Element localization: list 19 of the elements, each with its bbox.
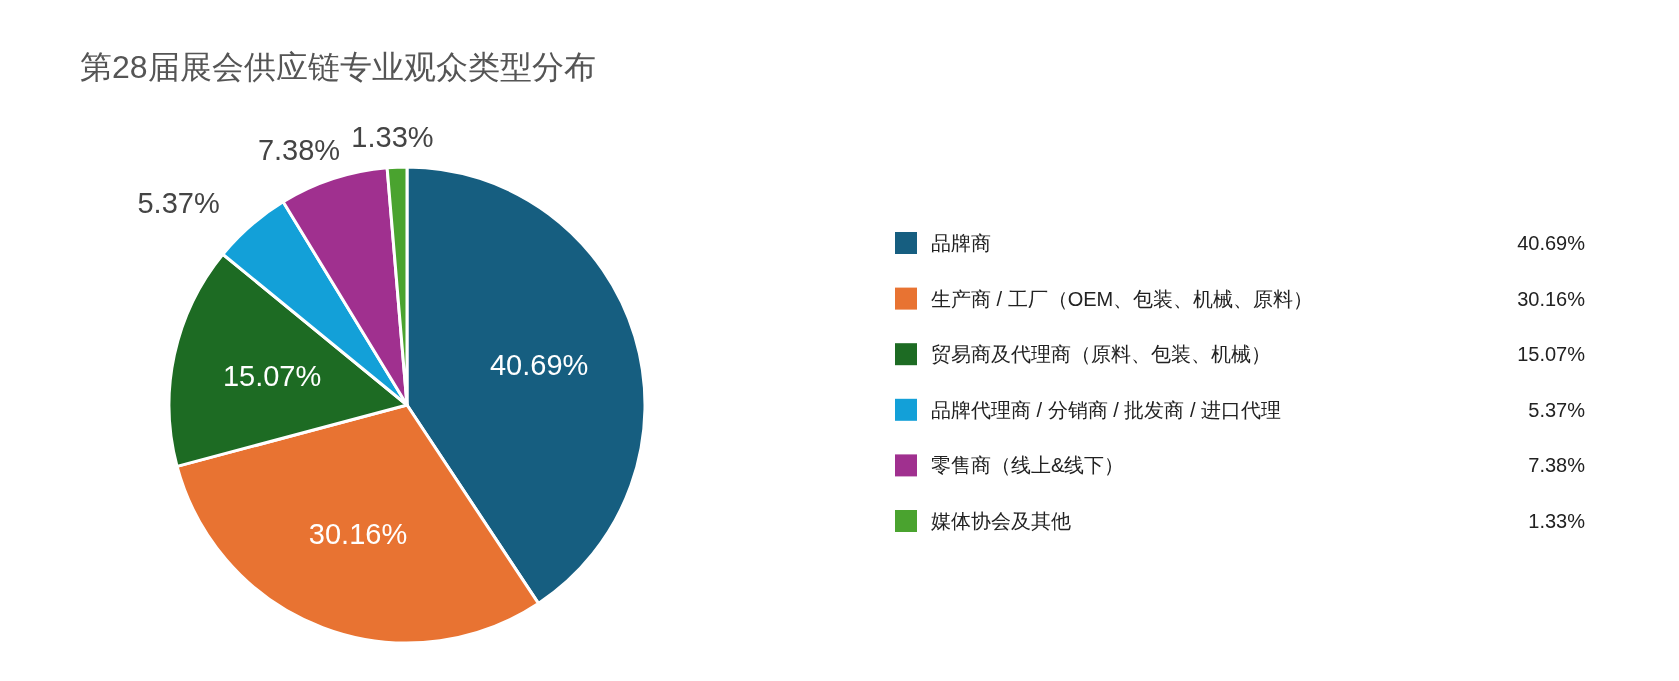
legend-label: 贸易商及代理商（原料、包装、机械） bbox=[931, 343, 1271, 366]
legend-label: 零售商（线上&线下） bbox=[931, 454, 1125, 477]
data-label: 15.07% bbox=[222, 359, 322, 392]
data-label: 30.16% bbox=[308, 518, 408, 551]
legend-label: 媒体协会及其他 bbox=[931, 510, 1071, 532]
data-label: 40.69% bbox=[490, 349, 589, 382]
data-label: 1.33% bbox=[351, 121, 434, 154]
text: 15.07% bbox=[1517, 343, 1585, 366]
text: 1.33% bbox=[1528, 510, 1585, 532]
text: 30.16% bbox=[1517, 287, 1585, 310]
data-label: 5.37% bbox=[137, 186, 220, 219]
legend-label: 品牌商 bbox=[931, 232, 991, 254]
text: 7.38% bbox=[1528, 454, 1585, 477]
legend-label: 品牌代理商 / 分销商 / 批发商 / 进口代理 bbox=[931, 398, 1282, 421]
chart-title: 第28届展会供应链专业观众类型分布 bbox=[80, 49, 596, 85]
text: 5.37% bbox=[1528, 398, 1585, 421]
data-label: 7.38% bbox=[257, 134, 341, 167]
legend-label: 生产商 / 工厂（OEM、包装、机械、原料） bbox=[931, 287, 1314, 310]
text: 40.69% bbox=[1517, 232, 1585, 254]
